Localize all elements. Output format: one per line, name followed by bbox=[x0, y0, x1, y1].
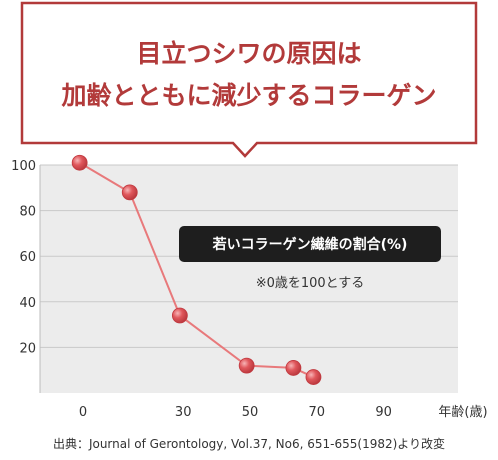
plot-background bbox=[40, 165, 458, 393]
x-tick-label: 70 bbox=[309, 405, 326, 420]
y-tick-label: 80 bbox=[19, 205, 36, 220]
axes: 20 40 60 80 100 0 30 50 70 90 bbox=[11, 159, 392, 420]
y-tick-label: 60 bbox=[19, 250, 36, 265]
data-point bbox=[171, 307, 188, 324]
data-point bbox=[305, 369, 322, 385]
x-tick-label: 90 bbox=[375, 405, 392, 420]
headline-callout-box bbox=[20, 1, 478, 158]
chart-note: ※0歳を100とする bbox=[256, 276, 365, 291]
series-label-badge-bg bbox=[179, 226, 441, 262]
series-label: 若いコラーゲン繊維の割合(%) bbox=[212, 236, 408, 253]
data-point bbox=[238, 357, 255, 374]
y-tick-label: 40 bbox=[19, 296, 36, 311]
headline-line-1: 目立つシワの原因は bbox=[136, 39, 361, 68]
x-tick-label: 30 bbox=[175, 405, 192, 420]
x-tick-label: 0 bbox=[79, 405, 87, 420]
x-tick-label: 50 bbox=[242, 405, 259, 420]
source-citation: 出典：Journal of Gerontology, Vol.37, No6, … bbox=[52, 437, 446, 451]
x-axis-label: 年齢(歳) bbox=[438, 405, 487, 420]
headline-callout: 目立つシワの原因は 加齢とともに減少するコラーゲン bbox=[20, 1, 478, 158]
data-point bbox=[285, 360, 302, 376]
data-point bbox=[121, 184, 138, 201]
series-label-badge: 若いコラーゲン繊維の割合(%) bbox=[179, 226, 441, 262]
plot-area: 20 40 60 80 100 0 30 50 70 90 bbox=[11, 154, 458, 420]
headline-line-2: 加齢とともに減少するコラーゲン bbox=[60, 81, 436, 110]
data-point bbox=[71, 154, 88, 171]
y-tick-label: 20 bbox=[19, 341, 36, 356]
y-tick-label: 100 bbox=[11, 159, 36, 174]
series-markers bbox=[71, 154, 322, 385]
